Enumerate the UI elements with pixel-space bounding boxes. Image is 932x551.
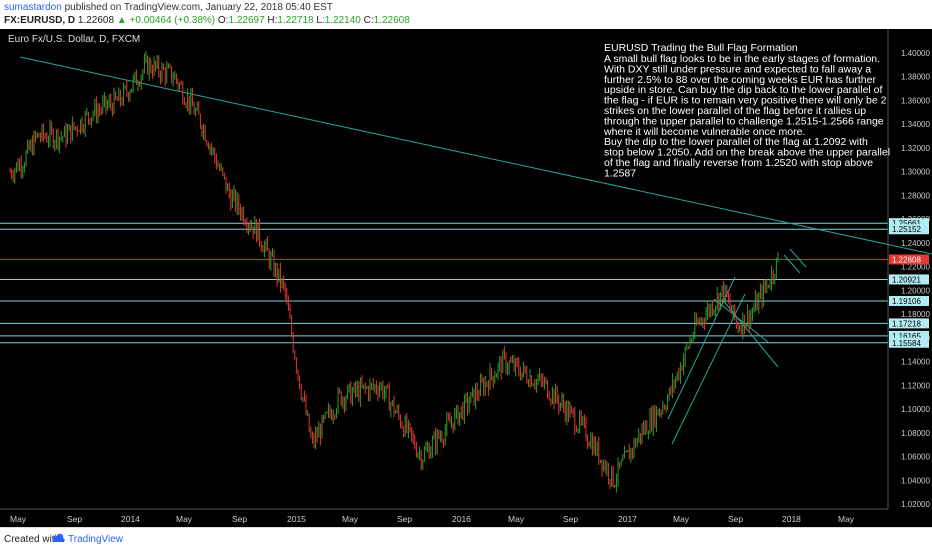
- annotation-line: where it will become vulnerable once mor…: [603, 126, 805, 138]
- tradingview-brand[interactable]: TradingView: [68, 534, 124, 545]
- price-tick-label: 1.20000: [901, 286, 930, 295]
- level-label-text: 1.15584: [892, 339, 921, 348]
- low-label: L:: [316, 15, 325, 26]
- chart-area[interactable]: Euro Fx/U.S. Dollar, D, FXCM EURUSD Trad…: [0, 29, 932, 527]
- level-label-text: 1.19106: [892, 297, 921, 306]
- symbol-label: FX:EURUSD, D: [4, 15, 76, 26]
- time-tick-label: Sep: [728, 514, 743, 524]
- time-tick-label: May: [508, 514, 525, 524]
- price-tick-label: 1.14000: [901, 358, 930, 367]
- time-tick-label: Sep: [397, 514, 412, 524]
- candles: [9, 51, 779, 493]
- annotation-line: A small bull flag looks to be in the ear…: [604, 53, 880, 65]
- annotation-text[interactable]: EURUSD Trading the Bull Flag Formation A…: [603, 42, 890, 179]
- level-label-box: [889, 218, 929, 229]
- level-label-box: [889, 224, 929, 235]
- created-with-label: Created with: [4, 534, 61, 545]
- price-tick-label: 1.24000: [901, 239, 930, 248]
- open-value: 1.22697: [228, 15, 265, 26]
- price-tick-label: 1.38000: [901, 73, 930, 82]
- price-tick-label: 1.40000: [901, 49, 930, 58]
- level-label-text: 1.22608: [892, 255, 921, 264]
- annotation-line: stop below 1.2050. Add on the break abov…: [604, 147, 890, 159]
- time-tick-label: May: [342, 514, 359, 524]
- high-label: H:: [267, 15, 278, 26]
- annotation-title: EURUSD Trading the Bull Flag Formation: [604, 42, 798, 54]
- price-tick-label: 1.02000: [901, 500, 930, 509]
- price-tick-label: 1.04000: [901, 476, 930, 485]
- publish-info: sumastardon published on TradingView.com…: [4, 2, 333, 13]
- close-value: 1.22608: [373, 15, 410, 26]
- price-tick-label: 1.36000: [901, 96, 930, 105]
- time-tick-label: May: [838, 514, 855, 524]
- price-tick-label: 1.06000: [901, 453, 930, 462]
- price-tick-label: 1.12000: [901, 381, 930, 390]
- level-label-text: 1.25661: [892, 219, 921, 228]
- time-tick-label: Sep: [67, 514, 82, 524]
- price-tick-label: 1.34000: [901, 120, 930, 129]
- annotation-line: of the flag and finally reverse from 1.2…: [604, 157, 873, 169]
- price-chart[interactable]: Euro Fx/U.S. Dollar, D, FXCM EURUSD Trad…: [0, 29, 932, 527]
- flag-mid-line[interactable]: [713, 298, 769, 343]
- time-tick-label: 2017: [618, 514, 637, 524]
- published-text: published on TradingView.com, January 22…: [64, 2, 333, 13]
- annotation-line: upside in store. Can buy the dip back to…: [604, 84, 882, 96]
- price-tick-label: 1.28000: [901, 191, 930, 200]
- level-label-box: [889, 337, 929, 348]
- price-tick-label: 1.22000: [901, 263, 930, 272]
- annotation-line: through the upper parallel to challenge …: [604, 115, 884, 127]
- time-tick-label: May: [673, 514, 690, 524]
- time-tick-label: May: [176, 514, 193, 524]
- high-value: 1.22718: [277, 15, 314, 26]
- price-tick-label: 1.08000: [901, 429, 930, 438]
- level-label-box: [889, 318, 929, 329]
- horizontal-levels: [0, 222, 888, 344]
- time-tick-label: 2014: [121, 514, 140, 524]
- level-label-box: [889, 274, 929, 285]
- open-label: O:: [217, 15, 229, 26]
- bull-flag-line-1[interactable]: [789, 248, 807, 268]
- level-label-box: [889, 295, 929, 306]
- annotation-line: With DXY still under pressure and expect…: [604, 63, 871, 75]
- last-price: 1.22608: [77, 15, 115, 26]
- annotation-body: A small bull flag looks to be in the ear…: [603, 53, 890, 179]
- annotation-line: further 2.5% to 88 over the coming weeks…: [604, 74, 876, 86]
- price-tick-label: 1.32000: [901, 144, 930, 153]
- channel-lower-line[interactable]: [671, 293, 746, 445]
- footer: Created with TradingView: [0, 527, 932, 551]
- level-label-text: 1.16165: [892, 332, 921, 341]
- annotation-line: strikes on the lower parallel of the fla…: [604, 105, 866, 117]
- long-term-trendline[interactable]: [19, 56, 932, 255]
- author-link[interactable]: sumastardon: [4, 2, 62, 13]
- annotation-line: the flag - if EUR is to remain very posi…: [604, 95, 887, 107]
- price-tick-label: 1.30000: [901, 168, 930, 177]
- annotation-line: 1.2587: [604, 167, 636, 179]
- level-label-box: [889, 254, 929, 265]
- price-change: ▲ +0.00464 (+0.38%): [116, 15, 216, 26]
- low-value: 1.22140: [324, 15, 361, 26]
- level-label-text: 1.25152: [892, 225, 921, 234]
- time-tick-label: May: [10, 514, 27, 524]
- time-axis[interactable]: May Sep 2014 May Sep 2015 May Sep 2016 May Sep 2017…: [0, 508, 888, 524]
- chart-legend-title: Euro Fx/U.S. Dollar, D, FXCM: [8, 34, 140, 45]
- time-tick-label: 2018: [782, 514, 801, 524]
- annotation-line: Buy the dip to the lower parallel of the…: [604, 136, 868, 148]
- level-label-text: 1.20921: [892, 275, 921, 284]
- tradingview-cloud-icon: [52, 533, 65, 542]
- bull-flag-line-2[interactable]: [783, 254, 801, 274]
- time-tick-label: Sep: [232, 514, 247, 524]
- time-tick-label: Sep: [563, 514, 578, 524]
- close-label: C:: [363, 15, 374, 26]
- level-label-box: [889, 330, 929, 341]
- price-tick-label: 1.10000: [901, 405, 930, 414]
- time-tick-label: 2015: [287, 514, 306, 524]
- level-label-text: 1.17218: [892, 319, 921, 328]
- price-axis[interactable]: 1.40000 1.38000 1.36000 1.34000 1.32000 1.300…: [887, 29, 930, 509]
- price-tick-label: 1.18000: [901, 310, 930, 319]
- time-tick-label: 2016: [452, 514, 471, 524]
- ohlc-bar: FX:EURUSD, D 1.22608 ▲ +0.00464 (+0.38%)…: [4, 15, 410, 26]
